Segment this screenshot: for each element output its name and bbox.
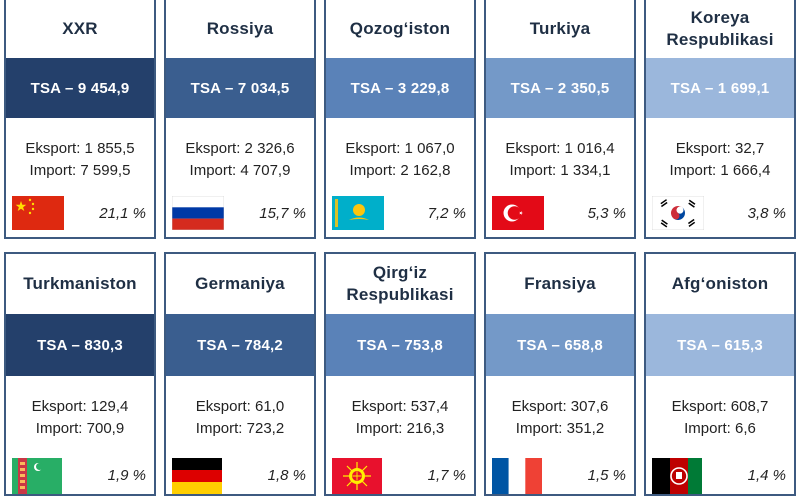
import-value: Import: 1 334,1 — [509, 162, 611, 179]
tsa-value: TSA – 830,3 — [6, 314, 154, 376]
share-percent: 3,8 % — [747, 205, 786, 222]
card-afghanistan: Afg‘oniston TSA – 615,3 Eksport: 608,7 I… — [644, 252, 796, 496]
card-turkmenistan: Turkmaniston TSA – 830,3 Eksport: 129,4 … — [4, 252, 156, 496]
import-value: Import: 723,2 — [195, 420, 285, 437]
tsa-value: TSA – 7 034,5 — [166, 58, 314, 118]
export-value: Eksport: 129,4 — [31, 398, 129, 415]
south-korea-flag-icon — [652, 196, 704, 230]
import-value: Import: 351,2 — [515, 420, 605, 437]
export-value: Eksport: 2 326,6 — [185, 140, 295, 157]
tsa-value: TSA – 658,8 — [486, 314, 634, 376]
trade-values: Eksport: 2 326,6 Import: 4 707,9 — [166, 138, 314, 182]
kyrgyzstan-flag-icon — [332, 458, 382, 494]
country-name: Germaniya — [195, 274, 285, 293]
trade-values: Eksport: 307,6 Import: 351,2 — [486, 396, 634, 440]
trade-values: Eksport: 1 855,5 Import: 7 599,5 — [6, 138, 154, 182]
trade-partners-grid: XXR TSA – 9 454,9 Eksport: 1 855,5 Impor… — [4, 0, 796, 496]
trade-values: Eksport: 32,7 Import: 1 666,4 — [646, 138, 794, 182]
import-value: Import: 2 162,8 — [349, 162, 451, 179]
card-germany: Germaniya TSA – 784,2 Eksport: 61,0 Impo… — [164, 252, 316, 496]
export-value: Eksport: 1 855,5 — [25, 140, 135, 157]
card-turkey: Turkiya TSA – 2 350,5 Eksport: 1 016,4 I… — [484, 0, 636, 239]
country-name: Afg‘oniston — [671, 274, 769, 293]
share-percent: 1,8 % — [267, 467, 306, 484]
card-korea: Koreya Respublikasi TSA – 1 699,1 Ekspor… — [644, 0, 796, 239]
trade-values: Eksport: 608,7 Import: 6,6 — [646, 396, 794, 440]
export-value: Eksport: 1 067,0 — [345, 140, 455, 157]
trade-values: Eksport: 61,0 Import: 723,2 — [166, 396, 314, 440]
country-name: Qozog‘iston — [349, 19, 451, 38]
turkey-flag-icon — [492, 196, 544, 230]
share-percent: 1,5 % — [587, 467, 626, 484]
tsa-value: TSA – 784,2 — [166, 314, 314, 376]
germany-flag-icon — [172, 458, 222, 494]
share-percent: 21,1 % — [99, 205, 146, 222]
trade-values: Eksport: 1 016,4 Import: 1 334,1 — [486, 138, 634, 182]
import-value: Import: 6,6 — [684, 420, 756, 437]
card-kazakhstan: Qozog‘iston TSA – 3 229,8 Eksport: 1 067… — [324, 0, 476, 239]
russia-flag-icon — [172, 196, 224, 230]
card-france: Fransiya TSA – 658,8 Eksport: 307,6 Impo… — [484, 252, 636, 496]
france-flag-icon — [492, 458, 542, 494]
card-russia: Rossiya TSA – 7 034,5 Eksport: 2 326,6 I… — [164, 0, 316, 239]
tsa-value: TSA – 9 454,9 — [6, 58, 154, 118]
share-percent: 1,9 % — [107, 467, 146, 484]
import-value: Import: 216,3 — [355, 420, 445, 437]
tsa-value: TSA – 615,3 — [646, 314, 794, 376]
trade-values: Eksport: 537,4 Import: 216,3 — [326, 396, 474, 440]
country-name: Rossiya — [206, 19, 274, 38]
card-china: XXR TSA – 9 454,9 Eksport: 1 855,5 Impor… — [4, 0, 156, 239]
trade-values: Eksport: 1 067,0 Import: 2 162,8 — [326, 138, 474, 182]
import-value: Import: 700,9 — [35, 420, 125, 437]
share-percent: 5,3 % — [587, 205, 626, 222]
export-value: Eksport: 1 016,4 — [505, 140, 615, 157]
share-percent: 1,4 % — [747, 467, 786, 484]
export-value: Eksport: 61,0 — [195, 398, 285, 415]
country-name: Turkmaniston — [23, 274, 137, 293]
import-value: Import: 1 666,4 — [669, 162, 771, 179]
kazakhstan-flag-icon — [332, 196, 384, 230]
export-value: Eksport: 32,7 — [675, 140, 765, 157]
import-value: Import: 4 707,9 — [189, 162, 291, 179]
tsa-value: TSA – 2 350,5 — [486, 58, 634, 118]
china-flag-icon — [12, 196, 64, 230]
share-percent: 15,7 % — [259, 205, 306, 222]
export-value: Eksport: 608,7 — [671, 398, 769, 415]
share-percent: 1,7 % — [427, 467, 466, 484]
country-name: Turkiya — [529, 19, 591, 38]
trade-values: Eksport: 129,4 Import: 700,9 — [6, 396, 154, 440]
export-value: Eksport: 307,6 — [511, 398, 609, 415]
card-kyrgyzstan: Qirg‘iz Respublikasi TSA – 753,8 Eksport… — [324, 252, 476, 496]
tsa-value: TSA – 753,8 — [326, 314, 474, 376]
country-name: Fransiya — [524, 274, 596, 293]
country-name: XXR — [62, 19, 98, 38]
tsa-value: TSA – 1 699,1 — [646, 58, 794, 118]
country-name: Qirg‘iz Respublikasi — [346, 263, 454, 304]
tsa-value: TSA – 3 229,8 — [326, 58, 474, 118]
export-value: Eksport: 537,4 — [351, 398, 449, 415]
share-percent: 7,2 % — [427, 205, 466, 222]
import-value: Import: 7 599,5 — [29, 162, 131, 179]
country-name: Koreya Respublikasi — [666, 8, 774, 49]
afghanistan-flag-icon — [652, 458, 702, 494]
turkmenistan-flag-icon — [12, 458, 62, 494]
